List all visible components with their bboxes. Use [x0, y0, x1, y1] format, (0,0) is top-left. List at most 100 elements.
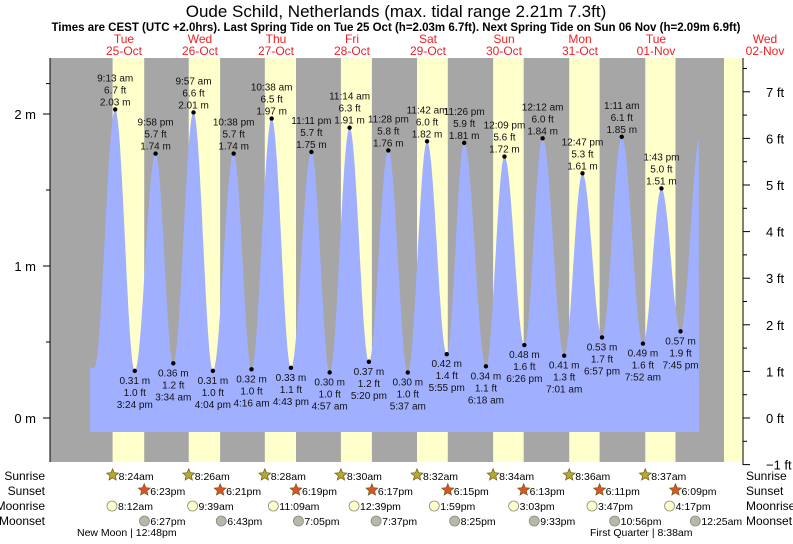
high-tide-time: 11:28 pm	[368, 114, 409, 125]
moonrise-moon-icon	[428, 500, 440, 512]
moonset-time: 7:37pm	[382, 516, 417, 528]
moonset-time: 9:33pm	[540, 516, 575, 528]
high-tide-time: 11:14 am	[329, 92, 370, 103]
moon-phase-new-moon: New Moon | 12:48pm	[77, 527, 177, 539]
low-tide-m: 0.53 m	[587, 342, 618, 353]
sunrise-time: 8:24am	[119, 471, 154, 483]
low-tide-m: 0.33 m	[276, 373, 307, 384]
sunrise-time: 8:32am	[423, 471, 458, 483]
day-date-label: 28-Oct	[334, 44, 371, 58]
day-name-label: Wed	[188, 32, 212, 46]
sunset-row-label: Sunset	[8, 484, 46, 498]
moonset-time: 6:43pm	[227, 516, 262, 528]
day-name-label: Sun	[493, 32, 514, 46]
low-tide-m: 0.30 m	[392, 377, 423, 388]
low-tide-ft: 1.7 ft	[591, 354, 613, 365]
day-date-label: 26-Oct	[182, 44, 219, 58]
high-tide-point	[112, 107, 118, 112]
axes: 0 m 1 m 2 m −1 ft 0 ft 1 ft 2 ft 3 ft 4 ft 5 ft 6 …	[14, 58, 792, 473]
low-tide-ft: 1.6 ft	[632, 361, 654, 372]
moonrise-time: 3:47pm	[598, 501, 633, 513]
right-axis-tick-label: 1 ft	[766, 364, 784, 379]
sunrise-row-label: Sunrise	[4, 469, 45, 483]
high-tide-m: 1.91 m	[334, 116, 365, 127]
low-tide-ft: 1.2 ft	[162, 380, 184, 391]
right-axis-tick-label: 0 ft	[766, 411, 784, 426]
high-tide-ft: 6.5 ft	[261, 95, 283, 106]
sunset-time: 6:11pm	[606, 486, 640, 498]
high-tide-ft: 5.0 ft	[650, 164, 672, 175]
low-tide-m: 0.49 m	[628, 349, 659, 360]
sunrise-star-icon	[486, 467, 500, 481]
day-date-label: 25-Oct	[106, 44, 143, 58]
low-tide-time: 4:43 pm	[273, 397, 309, 408]
low-tide-m: 0.31 m	[119, 376, 150, 387]
sunset-time: 6:21pm	[226, 486, 261, 498]
day-date-label: 30-Oct	[486, 44, 523, 58]
sun-moon-rows: Sunrise Sunrise 8:24am 8:26am 8:28am 8:30am 8:…	[0, 467, 793, 528]
high-tide-time: 1:43 pm	[643, 152, 679, 163]
high-tide-ft: 5.7 ft	[223, 130, 245, 141]
chart-title: Oude Schild, Netherlands (max. tidal ran…	[186, 2, 607, 21]
sunset-row-label-right: Sunset	[746, 484, 784, 498]
low-tide-time: 3:34 am	[155, 392, 191, 403]
moonrise-time: 12:39pm	[360, 501, 401, 513]
high-tide-m: 2.03 m	[100, 97, 131, 108]
moonrise-time: 1:59pm	[440, 501, 475, 513]
moonrise-moon-icon	[586, 500, 598, 512]
high-tide-m: 1.74 m	[218, 142, 249, 153]
high-tide-ft: 5.8 ft	[377, 126, 399, 137]
sunrise-time: 8:30am	[347, 471, 382, 483]
sunrise-star-icon	[258, 467, 272, 481]
low-tide-ft: 1.0 ft	[202, 388, 224, 399]
sunset-star-icon	[137, 482, 151, 496]
high-tide-point	[309, 149, 314, 155]
low-tide-time: 7:52 am	[625, 373, 661, 384]
low-tide-point	[678, 329, 683, 334]
sunset-time: 6:17pm	[378, 486, 413, 498]
high-tide-point	[540, 136, 545, 141]
high-tide-time: 10:38 am	[251, 83, 293, 94]
high-tide-point	[619, 134, 624, 139]
sunset-star-icon	[289, 482, 303, 496]
moonrise-time: 4:17pm	[676, 501, 711, 513]
high-tide-time: 11:11 pm	[291, 116, 331, 127]
moonrise-time: 8:12am	[118, 501, 153, 513]
sunrise-star-icon	[105, 467, 120, 481]
right-axis-tick-label: −1 ft	[766, 458, 792, 473]
day-name-label: Tue	[114, 32, 135, 46]
moonrise-time: 9:39am	[199, 501, 234, 513]
low-tide-m: 0.41 m	[549, 361, 580, 372]
day-date-label: 01-Nov	[637, 44, 676, 58]
low-tide-m: 0.42 m	[431, 359, 462, 370]
high-tide-ft: 6.0 ft	[532, 114, 554, 125]
chart-subtitle: Times are CEST (UTC +2.0hrs). Last Sprin…	[51, 22, 740, 34]
low-tide-m: 0.36 m	[158, 368, 189, 379]
low-tide-point	[171, 361, 176, 366]
day-name-label: Wed	[753, 32, 777, 46]
low-tide-m: 0.57 m	[665, 336, 696, 347]
sunrise-row-label-right: Sunrise	[746, 469, 787, 483]
high-tide-point	[153, 151, 158, 156]
high-tide-m: 1.85 m	[606, 125, 637, 136]
high-tide-point	[659, 186, 664, 191]
moonrise-moon-icon	[348, 500, 360, 512]
day-date-label: 31-Oct	[562, 44, 599, 58]
day-name-label: Sat	[419, 32, 438, 46]
sunrise-star-icon	[410, 467, 424, 481]
sunset-star-icon	[592, 482, 607, 496]
high-tide-time: 11:26 pm	[444, 107, 485, 118]
tide-area	[90, 109, 700, 432]
day-labels: Tue25-OctWed26-OctThu27-OctFri28-OctSat2…	[106, 32, 784, 58]
right-axis-tick-label: 5 ft	[766, 178, 784, 193]
low-tide-ft: 1.1 ft	[280, 385, 302, 396]
left-axis-tick-label: 0 m	[14, 411, 36, 426]
low-tide-time: 7:45 pm	[662, 360, 698, 371]
high-tide-ft: 5.9 ft	[453, 119, 475, 130]
high-tide-point	[347, 125, 352, 130]
low-tide-m: 0.32 m	[236, 374, 267, 385]
low-tide-m: 0.31 m	[198, 376, 229, 387]
sunrise-time: 8:36am	[575, 471, 610, 483]
moonrise-moon-icon	[187, 500, 198, 512]
high-tide-time: 9:13 am	[97, 73, 133, 84]
